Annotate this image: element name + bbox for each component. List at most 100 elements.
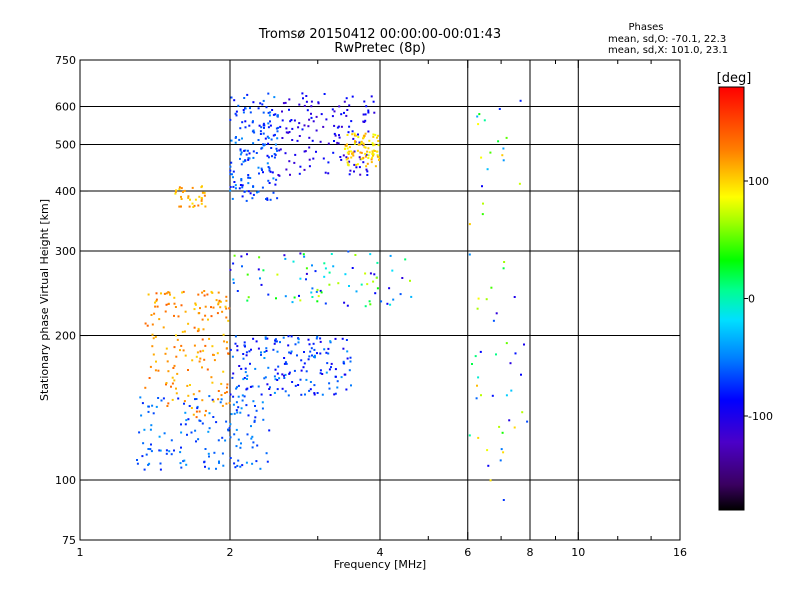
echo-point — [274, 338, 277, 341]
echo-point — [468, 434, 471, 437]
echo-point — [284, 390, 287, 393]
echo-point — [476, 115, 479, 118]
echo-point — [289, 352, 292, 355]
echo-point — [273, 156, 276, 159]
echo-point — [471, 363, 473, 365]
echo-point — [164, 352, 167, 355]
echo-point — [238, 365, 241, 367]
echo-point — [273, 96, 276, 99]
echo-point — [180, 431, 183, 434]
echo-point — [254, 416, 257, 419]
echo-point — [201, 318, 204, 321]
echo-point — [303, 351, 305, 353]
echo-point — [330, 362, 333, 365]
echo-point — [231, 355, 234, 358]
echo-point — [261, 103, 264, 106]
echo-point — [272, 113, 275, 116]
echo-point — [177, 397, 180, 400]
echo-point — [323, 348, 326, 351]
echo-point — [165, 347, 168, 350]
echo-point — [317, 101, 320, 104]
echo-point — [327, 347, 330, 350]
echo-point — [315, 290, 318, 293]
echo-point — [278, 149, 281, 152]
echo-point — [203, 290, 206, 292]
echo-point — [259, 102, 262, 105]
echo-point — [298, 122, 301, 125]
echo-point — [360, 157, 363, 160]
echo-point — [151, 404, 154, 407]
echo-point — [349, 356, 352, 359]
echo-point — [245, 153, 248, 156]
echo-point — [367, 157, 370, 159]
echo-point — [372, 133, 375, 136]
echo-point — [372, 153, 375, 156]
echo-point — [259, 133, 262, 135]
echo-point — [308, 146, 311, 149]
echo-point — [203, 460, 206, 463]
echo-point — [279, 148, 282, 151]
echo-point — [345, 156, 348, 159]
echo-point — [203, 294, 206, 297]
echo-point — [264, 376, 267, 379]
echo-point — [190, 407, 193, 409]
echo-point — [244, 367, 247, 370]
y-tick-labels: 75 100 200 300 400 500 600 750 — [55, 54, 76, 547]
echo-point — [258, 124, 261, 127]
echo-point — [243, 395, 246, 398]
echo-point — [297, 384, 300, 386]
echo-point — [362, 156, 365, 159]
echo-point — [364, 155, 367, 158]
echo-point — [270, 138, 273, 141]
echo-point — [273, 342, 276, 345]
echo-point — [139, 396, 142, 399]
echo-point — [363, 100, 366, 103]
echo-point — [474, 355, 477, 358]
echo-point — [229, 189, 232, 192]
echo-point — [281, 387, 284, 390]
echo-point — [310, 116, 313, 119]
echo-point — [180, 466, 183, 469]
echo-point — [246, 253, 248, 256]
echo-point — [284, 373, 287, 376]
echo-point — [228, 402, 231, 404]
echo-point — [148, 462, 151, 465]
echo-point — [217, 398, 220, 401]
echo-point — [389, 254, 392, 257]
echo-point — [338, 136, 341, 139]
echo-point — [247, 190, 250, 193]
chart-title: Tromsø 20150412 00:00:00-00:01:43 — [258, 27, 501, 42]
echo-point — [234, 184, 237, 187]
echo-point — [204, 409, 207, 412]
echo-point — [266, 154, 269, 157]
y-tick-label: 400 — [55, 185, 76, 198]
echo-point — [340, 125, 343, 128]
echo-point — [252, 185, 255, 188]
echo-point — [236, 411, 239, 414]
echo-point — [192, 393, 195, 396]
echo-point — [219, 300, 222, 303]
echo-point — [372, 149, 375, 152]
echo-point — [266, 198, 269, 201]
echo-point — [240, 179, 243, 182]
echo-point — [265, 349, 268, 352]
echo-point — [246, 299, 249, 302]
echo-point — [480, 394, 482, 397]
echo-point — [372, 100, 375, 103]
echo-point — [225, 391, 228, 394]
echo-point — [267, 122, 270, 125]
echo-point — [246, 273, 249, 276]
echo-point — [287, 394, 290, 397]
echo-point — [360, 142, 363, 145]
echo-point — [345, 114, 348, 117]
echo-point — [298, 135, 301, 137]
echo-point — [199, 350, 202, 353]
echo-point — [343, 100, 346, 103]
echo-point — [233, 181, 236, 183]
echo-point — [241, 464, 244, 467]
echo-point — [187, 195, 190, 198]
echo-point — [268, 182, 271, 184]
echo-point — [372, 135, 375, 138]
echo-point — [267, 92, 270, 95]
echo-point — [234, 342, 237, 345]
